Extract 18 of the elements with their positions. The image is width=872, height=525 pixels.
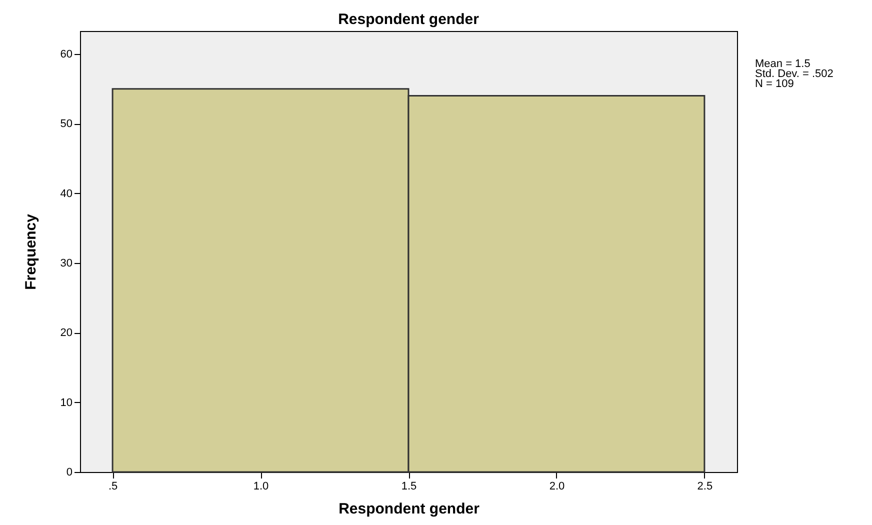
x-tick-label: 1.5 — [401, 480, 417, 492]
y-tick-label: 40 — [60, 188, 72, 200]
y-tick-label: 50 — [60, 118, 72, 130]
text: Std. Dev. = .502 — [755, 68, 834, 80]
y-tick-label: 0 — [66, 466, 72, 478]
text: Mean = 1.5 — [755, 58, 810, 70]
y-tick-label: 20 — [60, 327, 72, 340]
text: N = 109 — [755, 78, 794, 90]
x-axis-title: Respondent gender — [338, 500, 480, 518]
x-tick-label: 2.5 — [697, 480, 713, 492]
x-tick-label: 2.0 — [549, 480, 565, 492]
x-tick-label: 1.0 — [253, 480, 269, 492]
y-tick-label: 60 — [60, 48, 72, 60]
y-tick-label: 30 — [60, 257, 72, 270]
x-tick-label: .5 — [108, 480, 118, 492]
chart-title: Respondent gender — [338, 11, 480, 28]
y-tick-label: 10 — [60, 396, 72, 409]
y-axis-title: Frequency — [22, 213, 40, 290]
